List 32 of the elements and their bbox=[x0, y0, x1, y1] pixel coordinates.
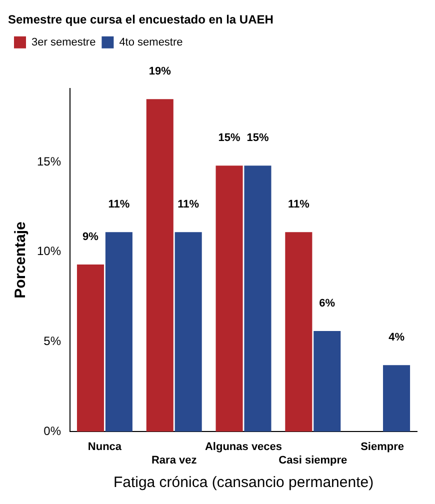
x-tick-label: Siempre bbox=[360, 441, 404, 454]
data-label: 15% bbox=[218, 132, 240, 144]
bar bbox=[76, 264, 104, 432]
legend-title: Semestre que cursa el encuestado en la UAEH bbox=[8, 12, 274, 26]
data-label: 6% bbox=[319, 298, 336, 310]
x-tick-label: Casi siempre bbox=[278, 454, 348, 466]
bar bbox=[216, 166, 243, 432]
data-label: 15% bbox=[246, 132, 269, 144]
bar bbox=[314, 330, 341, 432]
bar bbox=[285, 232, 312, 432]
data-label: 11% bbox=[178, 198, 200, 211]
y-tick-label: 0% bbox=[44, 424, 62, 438]
x-axis-title: Fatiga crónica (cansancio permanente) bbox=[113, 474, 374, 492]
bar bbox=[174, 232, 202, 432]
y-tick-label: 10% bbox=[36, 244, 62, 258]
data-label: 11% bbox=[108, 198, 130, 211]
y-axis-title: Porcentaje bbox=[12, 222, 30, 298]
x-tick-label: Algunas veces bbox=[204, 441, 282, 454]
bar bbox=[105, 232, 132, 432]
x-tick-label: Rara vez bbox=[151, 454, 198, 466]
data-label: 4% bbox=[388, 332, 405, 344]
bar bbox=[383, 365, 410, 432]
y-tick-label: 15% bbox=[36, 154, 62, 168]
data-label: 19% bbox=[148, 66, 172, 78]
data-label: 9% bbox=[82, 231, 99, 244]
bar bbox=[244, 166, 272, 432]
bar bbox=[146, 99, 174, 432]
y-tick-label: 5% bbox=[44, 334, 62, 348]
data-label: 11% bbox=[288, 198, 310, 211]
legend-label: 4to semestre bbox=[119, 36, 183, 48]
legend-label: 3er semestre bbox=[32, 36, 96, 48]
x-tick-label: Nunca bbox=[88, 441, 122, 454]
